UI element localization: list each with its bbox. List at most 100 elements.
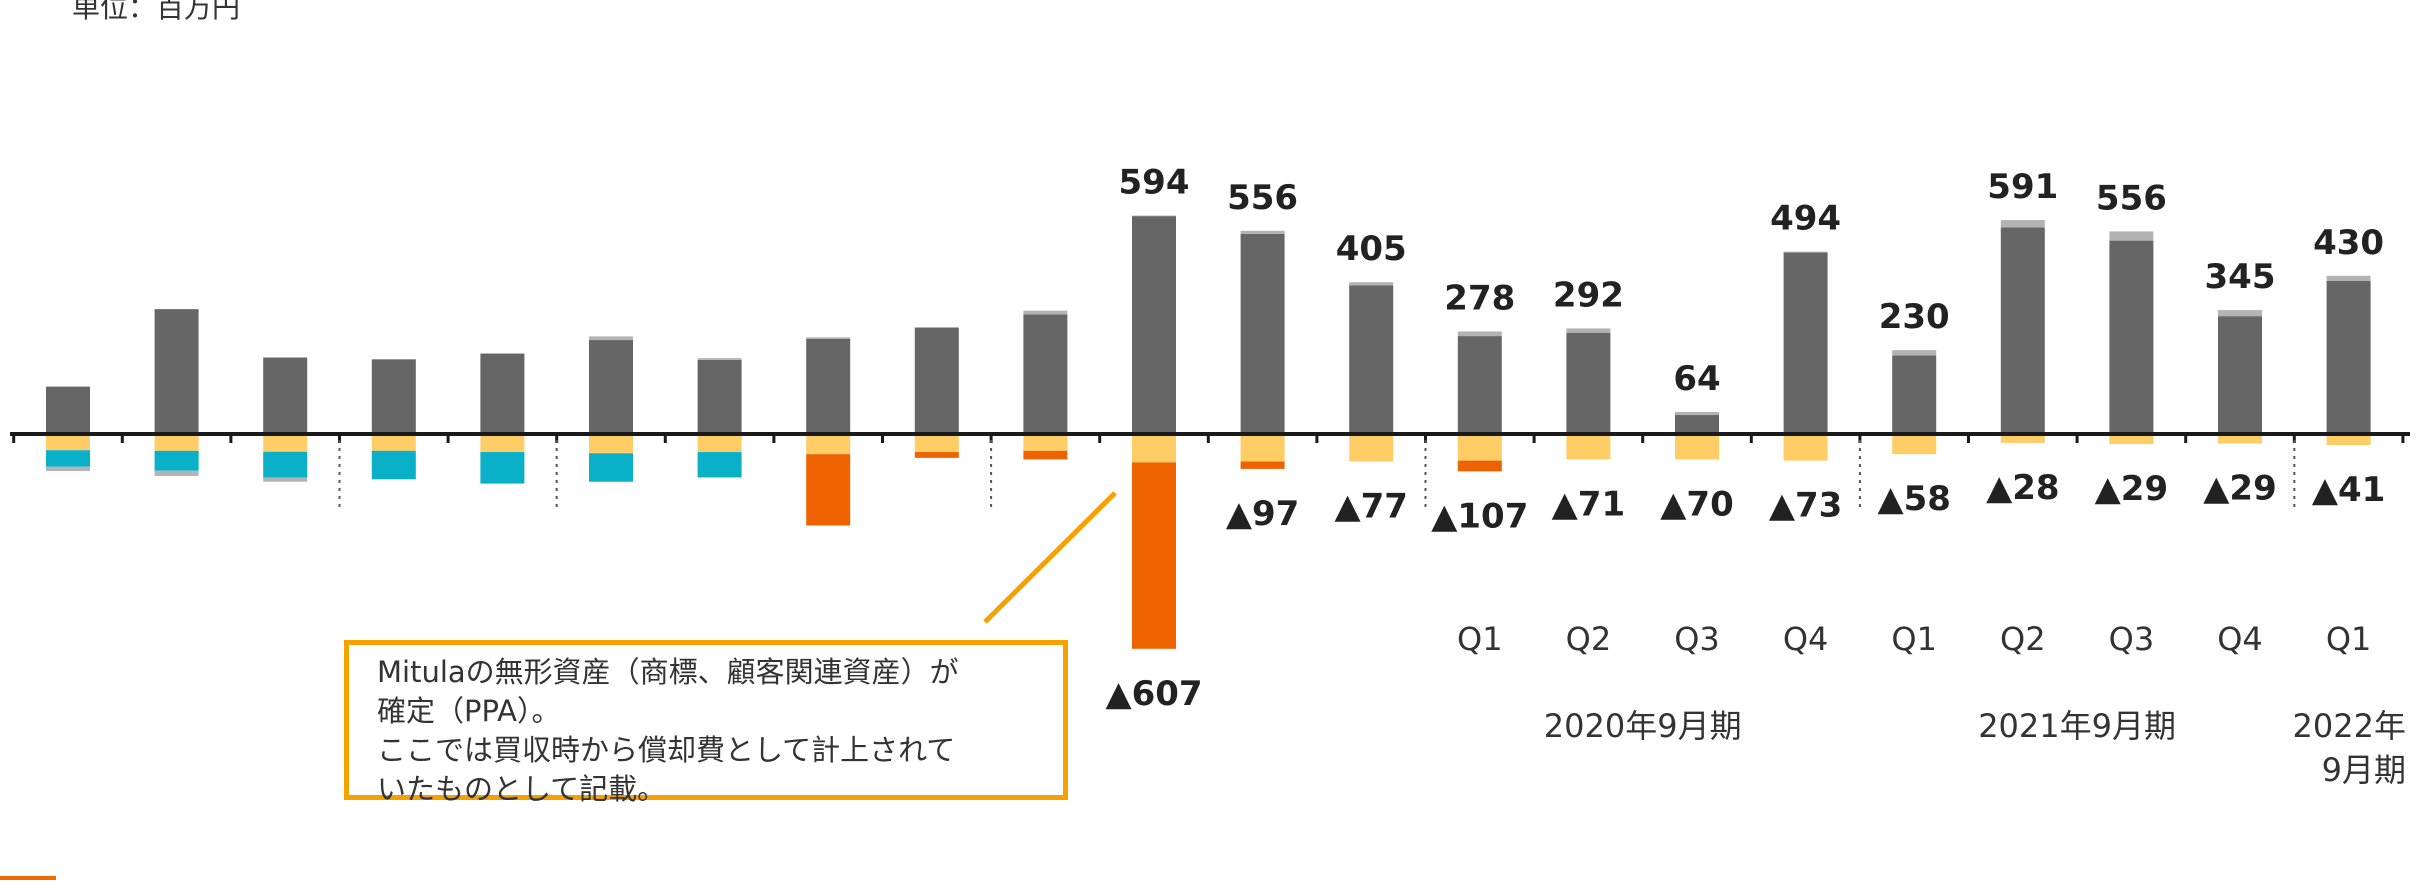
bar-top-cap — [1566, 328, 1611, 333]
value-label-positive: 430 — [2313, 223, 2384, 263]
bar-negative-light — [154, 434, 199, 451]
bar-negative-light — [263, 434, 308, 452]
note-line: いたものとして記載。 — [377, 772, 667, 806]
value-label-negative: ▲607 — [1105, 674, 1202, 714]
bar-top-cap — [2109, 231, 2154, 241]
value-label-negative: ▲71 — [1552, 484, 1625, 524]
bar-negative-light — [1349, 434, 1394, 462]
value-label-positive: 278 — [1444, 278, 1515, 318]
quarter-label: Q1 — [1457, 620, 1503, 658]
bar-negative-light — [1783, 434, 1828, 461]
bar-negative-teal — [263, 451, 308, 478]
bar-negative-orange — [1132, 462, 1176, 649]
value-label-positive: 64 — [1673, 359, 1720, 399]
bar-negative-teal — [154, 450, 199, 471]
bar-main — [371, 359, 416, 434]
bar-top-cap — [697, 358, 742, 360]
bar-negative-light — [697, 434, 742, 453]
bar-negative-light — [1892, 434, 1937, 455]
note-line: Mitulaの無形資産（商標、顧客関連資産）が — [377, 655, 959, 689]
ppa-note-box: Mitulaの無形資産（商標、顧客関連資産）が 確定（PPA）。 ここでは買収時… — [344, 640, 1068, 806]
value-label-negative: ▲73 — [1769, 486, 1842, 526]
bar-top-cap — [1023, 310, 1068, 315]
bar-main — [1675, 415, 1719, 434]
bar-negative-cap — [154, 470, 199, 476]
value-label-positive: 405 — [1336, 229, 1407, 269]
bar-main — [806, 338, 851, 434]
value-label-positive: 345 — [2205, 257, 2276, 297]
value-label-positive: 556 — [2096, 178, 2167, 218]
bar-main — [263, 357, 308, 434]
bar-negative-orange — [914, 452, 959, 458]
bar-top-cap — [1349, 282, 1394, 286]
bar-main — [2326, 281, 2371, 434]
bar-negative-cap — [263, 477, 308, 482]
bar-main — [1023, 314, 1068, 434]
bar-negative-orange — [1240, 461, 1285, 469]
value-label-negative: ▲77 — [1334, 487, 1407, 527]
quarter-label: Q4 — [1783, 620, 1829, 658]
value-label-negative: ▲70 — [1660, 484, 1733, 524]
value-label-positive: 556 — [1227, 178, 1298, 218]
bar-negative-light — [1132, 434, 1176, 463]
note-line: ここでは買収時から償却費として計上されて — [377, 733, 956, 767]
bar-negative-light — [1457, 434, 1502, 461]
quarter-label: Q4 — [2217, 620, 2263, 658]
quarter-label: Q2 — [2000, 620, 2046, 658]
corner-accent-mark — [0, 876, 56, 880]
bar-top-cap — [1240, 230, 1285, 234]
bar-main — [1892, 355, 1937, 434]
fiscal-period-label: 9月期 — [2322, 751, 2406, 789]
value-label-positive: 230 — [1879, 297, 1950, 337]
bar-negative-light — [1566, 434, 1611, 460]
value-label-negative: ▲29 — [2203, 468, 2276, 508]
bar-negative-light — [2326, 434, 2371, 446]
quarter-label: Q1 — [1891, 620, 1937, 658]
bar-negative-orange — [806, 454, 851, 526]
value-label-positive: 292 — [1553, 275, 1624, 315]
bar-negative-teal — [697, 452, 742, 478]
value-label-negative: ▲28 — [1986, 468, 2059, 508]
bar-main — [480, 353, 525, 434]
bar-negative-light — [806, 434, 851, 455]
bar-top-cap — [1783, 251, 1828, 253]
bar-negative-light — [1023, 434, 1068, 451]
bar-main — [914, 327, 959, 434]
bar-top-cap — [806, 337, 851, 339]
quarter-label: Q3 — [1674, 620, 1720, 658]
value-label-negative: ▲97 — [1226, 494, 1299, 534]
value-label-negative: ▲107 — [1431, 496, 1528, 536]
bar-negative-orange — [1023, 450, 1068, 460]
bar-main — [697, 359, 742, 434]
bar-negative-light — [371, 434, 416, 451]
value-label-negative: ▲41 — [2312, 470, 2385, 510]
bar-negative-orange — [1457, 460, 1502, 472]
bar-negative-light — [2000, 434, 2045, 443]
value-label-positive: 494 — [1770, 199, 1841, 239]
bar-main — [46, 386, 90, 434]
bar-top-cap — [1675, 411, 1719, 416]
bar-main — [1349, 285, 1394, 434]
quarter-label: Q1 — [2326, 620, 2372, 658]
bar-top-cap — [2000, 220, 2045, 228]
bar-main — [154, 309, 199, 434]
bar-negative-light — [2109, 434, 2154, 445]
bar-negative-teal — [46, 450, 90, 467]
bar-main — [1566, 332, 1611, 434]
bar-main — [2218, 316, 2262, 434]
bar-top-cap — [589, 336, 633, 341]
bar-negative-cap — [46, 466, 90, 472]
bar-negative-light — [46, 434, 90, 451]
bar-main — [1783, 252, 1828, 434]
bar-negative-light — [1675, 434, 1719, 460]
bar-top-cap — [2218, 310, 2262, 317]
note-line: 確定（PPA）。 — [377, 694, 561, 728]
quarter-label: Q2 — [1566, 620, 1612, 658]
bar-negative-light — [589, 434, 633, 454]
unit-label: 単位：百万円 — [72, 0, 241, 24]
bar-top-cap — [2326, 275, 2371, 281]
bar-top-cap — [1132, 215, 1176, 217]
value-label-positive: 591 — [1987, 167, 2058, 207]
